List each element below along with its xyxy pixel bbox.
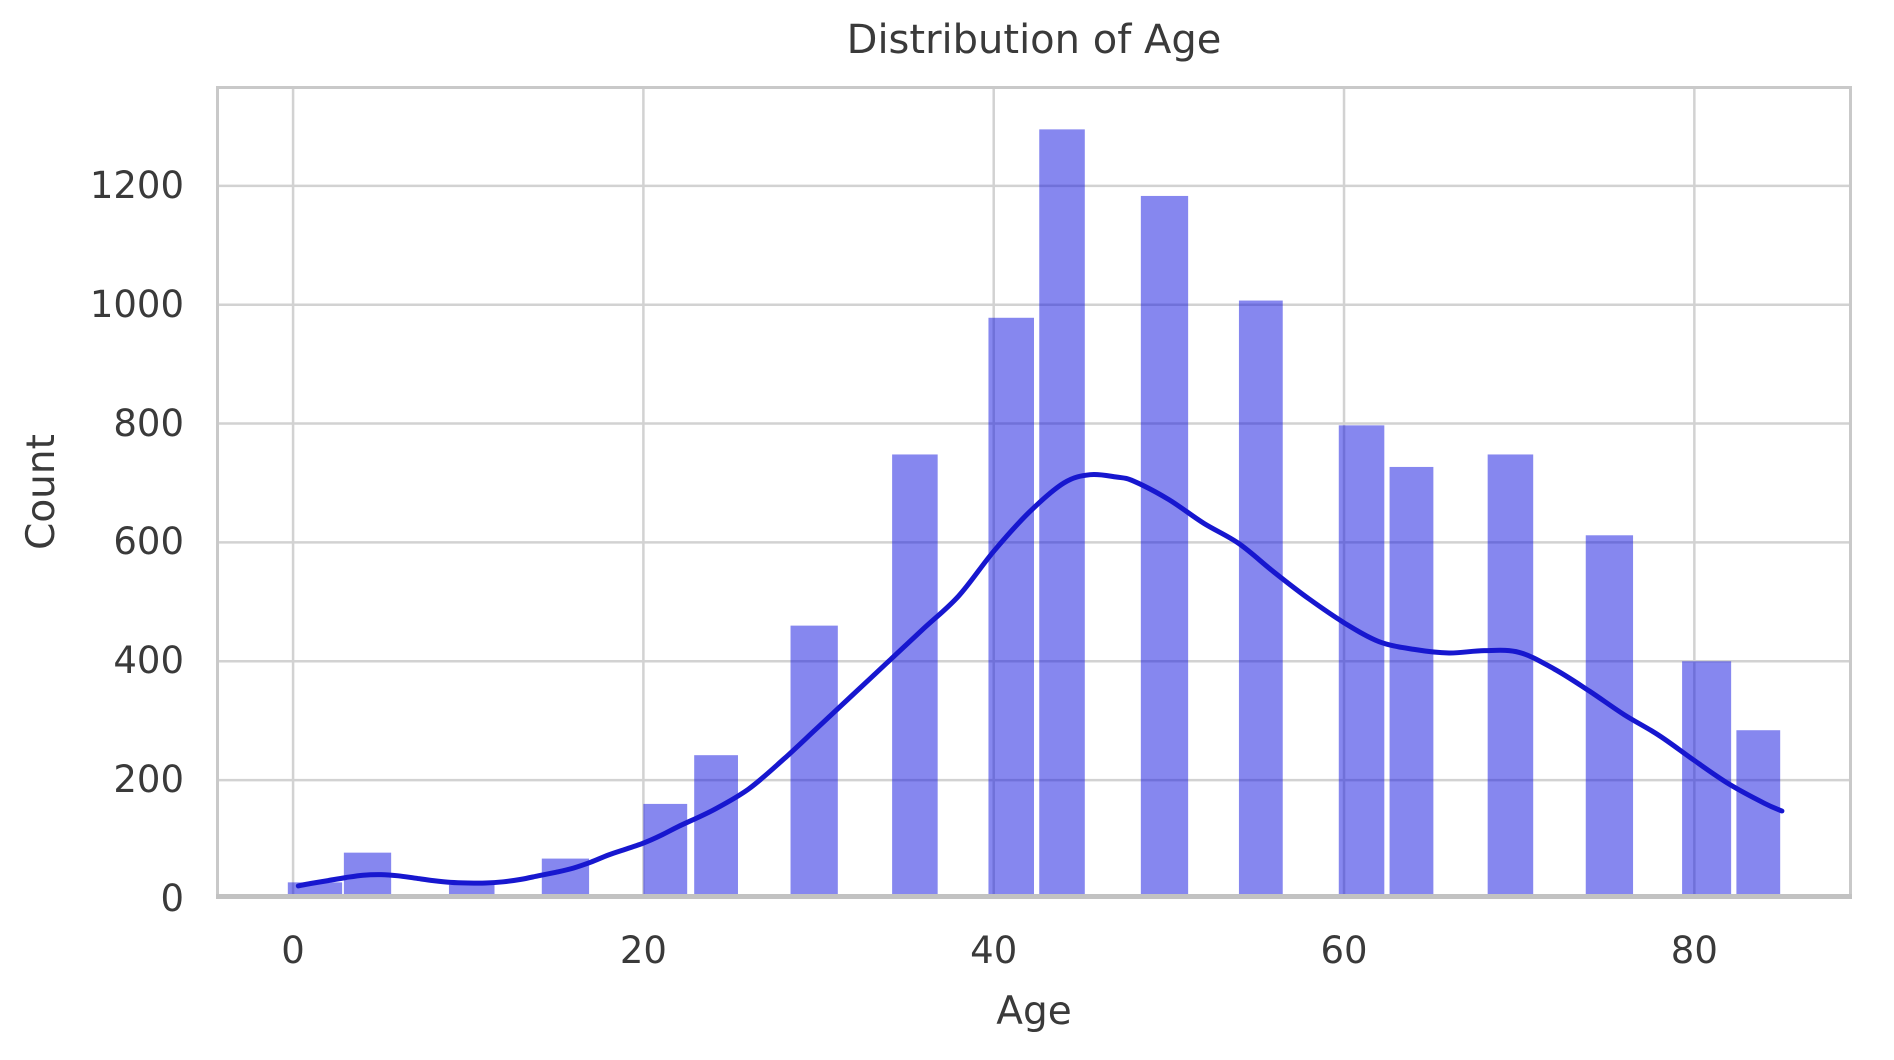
y-tick-label: 400 xyxy=(113,639,184,683)
kde-curve xyxy=(295,471,1785,889)
x-tick-label: 20 xyxy=(619,929,667,972)
y-tick-label: 0 xyxy=(160,877,184,920)
histogram-bar xyxy=(1389,466,1434,899)
y-tick-label: 1000 xyxy=(89,282,184,326)
histogram-bar xyxy=(1487,454,1534,899)
x-axis-label: Age xyxy=(996,989,1072,1034)
histogram-bar xyxy=(1238,300,1283,899)
chart-title: Distribution of Age xyxy=(846,17,1222,63)
x-tick-label: 60 xyxy=(1320,929,1368,972)
x-tick-label: 40 xyxy=(970,929,1018,972)
histogram-bar xyxy=(1140,195,1189,899)
histogram-bar xyxy=(892,454,938,899)
y-tick-label: 800 xyxy=(113,401,184,445)
histogram-kde-plot xyxy=(216,86,1852,899)
histogram-bar xyxy=(1736,730,1781,899)
histogram-bar xyxy=(1338,425,1385,899)
histogram-bar xyxy=(643,803,688,899)
histogram-bar xyxy=(1039,129,1085,899)
x-tick-label: 0 xyxy=(281,929,305,972)
histogram-bar xyxy=(694,755,738,899)
y-tick-label: 600 xyxy=(113,520,184,564)
histogram-bar xyxy=(790,625,838,899)
y-tick-label: 1200 xyxy=(89,163,184,207)
x-tick-label: 80 xyxy=(1670,929,1718,972)
plot-area xyxy=(216,86,1852,899)
histogram-bar xyxy=(988,317,1034,899)
y-tick-label: 200 xyxy=(113,758,184,802)
